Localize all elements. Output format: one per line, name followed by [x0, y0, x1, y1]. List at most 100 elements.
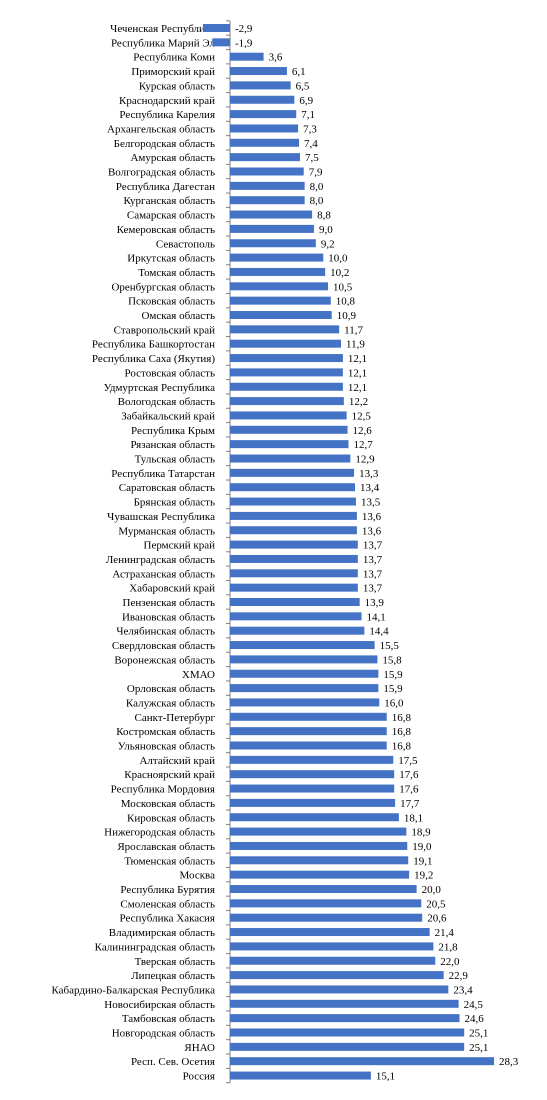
- bar: [230, 210, 313, 219]
- bar: [230, 669, 379, 678]
- value-label: 6,9: [299, 95, 313, 107]
- category-label: Респ. Сев. Осетия: [131, 1056, 215, 1068]
- bar: [230, 181, 305, 190]
- bar: [230, 885, 417, 893]
- category-label: Самарская область: [127, 210, 215, 222]
- value-label: 20,6: [427, 913, 447, 925]
- bar: [230, 784, 395, 793]
- category-label: ХМАО: [182, 669, 215, 681]
- category-label: Тульская область: [135, 454, 215, 466]
- value-label: 17,7: [400, 798, 420, 810]
- bar: [230, 554, 358, 563]
- bar: [230, 612, 362, 621]
- bar: [230, 411, 347, 420]
- bar: [230, 856, 409, 865]
- category-label: Ульяновская область: [118, 741, 215, 753]
- category-label: Московская область: [121, 798, 215, 810]
- category-label: Курганская область: [124, 195, 215, 207]
- value-label: 7,1: [301, 109, 315, 121]
- bar: [230, 382, 343, 391]
- bar: [230, 1057, 495, 1066]
- category-label: Хабаровский край: [129, 583, 215, 595]
- value-label: 22,0: [440, 956, 460, 968]
- bar: [230, 138, 300, 147]
- value-label: 16,8: [392, 741, 412, 753]
- category-label: Краснодарский край: [119, 95, 215, 107]
- bar: [230, 870, 410, 879]
- bar: [230, 282, 328, 291]
- category-label: Кемеровская область: [117, 224, 215, 236]
- value-label: 19,2: [414, 870, 433, 882]
- value-label: 21,8: [438, 941, 458, 953]
- value-label: 20,0: [422, 884, 442, 896]
- value-label: 24,5: [464, 999, 484, 1011]
- bar: [230, 124, 299, 133]
- category-label: Тамбовская область: [122, 1013, 215, 1025]
- value-label: 17,5: [398, 755, 418, 767]
- bar: [230, 497, 356, 506]
- category-label: Республика Крым: [131, 425, 215, 437]
- bar: [230, 598, 360, 606]
- category-label: Кабардино-Балкарская Республика: [51, 984, 215, 996]
- bar: [230, 454, 351, 463]
- value-label: 3,6: [269, 52, 283, 64]
- bar: [230, 325, 340, 334]
- category-label: Чувашская Республика: [107, 511, 215, 523]
- bar: [230, 267, 326, 276]
- value-label: 13,5: [361, 497, 381, 509]
- value-label: 13,7: [363, 583, 383, 595]
- value-label: 7,4: [304, 138, 318, 150]
- bar: [230, 942, 434, 951]
- category-label: Санкт-Петербург: [135, 712, 216, 724]
- category-label: Вологодская область: [118, 396, 215, 408]
- bar: [230, 468, 355, 477]
- category-label: Алтайский край: [139, 755, 215, 767]
- category-label: Забайкальский край: [121, 410, 215, 422]
- value-label: 13,3: [359, 468, 379, 480]
- value-label: 10,8: [336, 296, 356, 308]
- category-label: Курская область: [139, 80, 215, 92]
- bar: [230, 253, 324, 262]
- bar: [230, 110, 297, 119]
- value-label: 8,0: [310, 181, 324, 193]
- value-label: 13,4: [360, 482, 380, 494]
- value-label: 16,8: [392, 712, 412, 724]
- bar: [230, 899, 422, 908]
- bar: [230, 52, 264, 61]
- category-label: Рязанская область: [130, 439, 215, 451]
- bar: [230, 626, 365, 635]
- bar: [230, 813, 399, 822]
- category-label: Псковская область: [128, 296, 215, 308]
- bar: [230, 841, 408, 850]
- bar: [230, 827, 407, 836]
- value-label: 17,6: [399, 784, 419, 796]
- category-label: Оренбургская область: [111, 281, 215, 293]
- bar: [230, 196, 305, 205]
- category-label: Кировская область: [127, 812, 215, 824]
- category-label: Новосибирская область: [104, 999, 215, 1011]
- bar: [230, 569, 358, 578]
- bar: [230, 798, 396, 807]
- value-label: 25,1: [469, 1042, 488, 1054]
- bar: [230, 425, 348, 434]
- value-label: 12,7: [353, 439, 373, 451]
- value-label: 10,5: [333, 281, 353, 293]
- value-label: 12,1: [348, 353, 367, 365]
- category-label: Республика Коми: [133, 52, 215, 64]
- value-label: 10,0: [328, 253, 348, 265]
- bar: [230, 928, 430, 937]
- bar: [230, 755, 394, 764]
- value-label: 9,0: [319, 224, 333, 236]
- value-label: 19,1: [413, 855, 432, 867]
- category-label: Тверская область: [135, 956, 215, 968]
- bar: [230, 770, 395, 779]
- bar: [230, 956, 436, 965]
- bar: [230, 153, 300, 162]
- category-label: Волгоградская область: [108, 167, 215, 179]
- category-label: Иркутская область: [127, 253, 215, 265]
- bar: [230, 1028, 465, 1037]
- bar: [230, 81, 291, 90]
- value-label: 12,9: [355, 454, 375, 466]
- category-label: Воронежская область: [114, 654, 215, 666]
